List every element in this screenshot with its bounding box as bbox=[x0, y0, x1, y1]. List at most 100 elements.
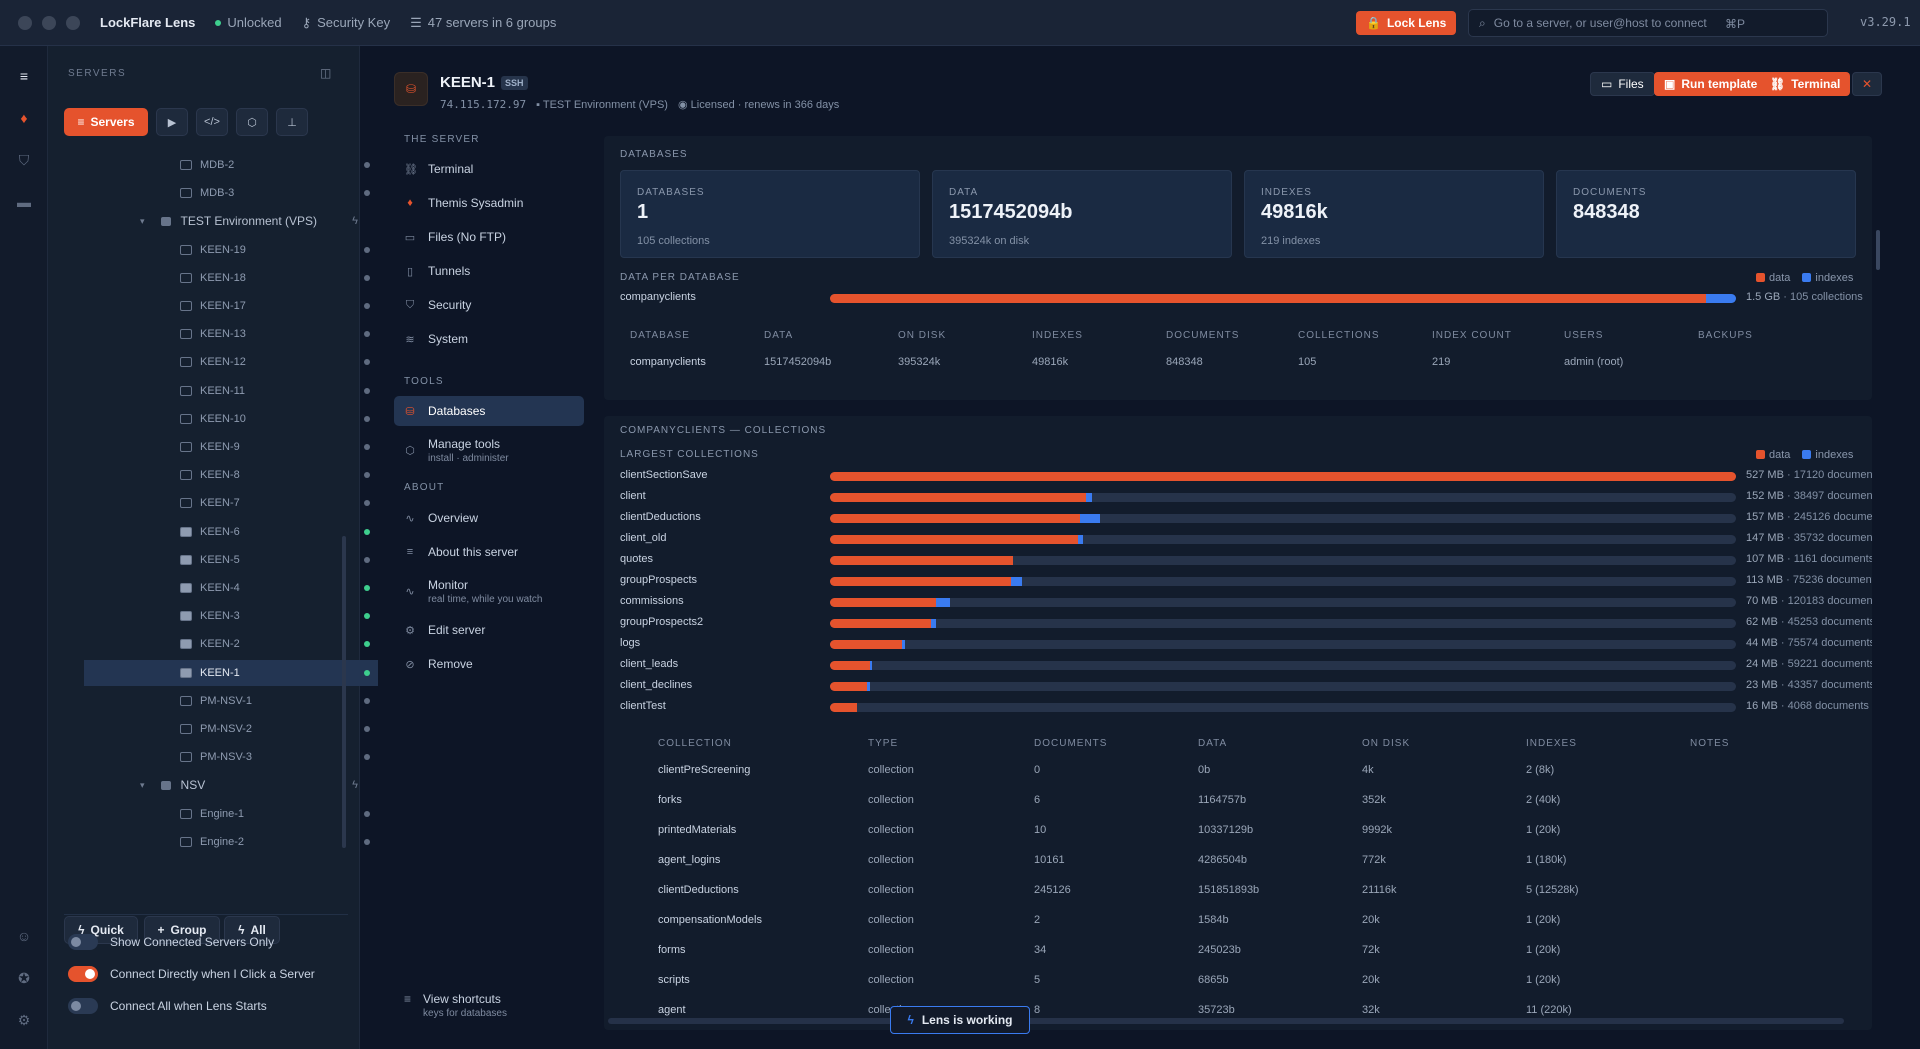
collection-table-cell[interactable]: clientPreScreening bbox=[658, 764, 751, 776]
bolt-icon[interactable]: ϟ bbox=[352, 215, 358, 228]
nav-tunnels[interactable]: ▯ Tunnels bbox=[394, 256, 584, 286]
db-table-header[interactable]: BACKUPS bbox=[1698, 330, 1753, 341]
server-item[interactable]: Engine-2 bbox=[84, 829, 378, 855]
close-server-button[interactable]: ✕ bbox=[1852, 72, 1882, 96]
collection-table-cell[interactable]: agent bbox=[658, 1004, 686, 1016]
server-item[interactable]: KEEN-6 bbox=[84, 519, 378, 545]
collapse-sidebar-icon[interactable]: ◫ bbox=[320, 66, 332, 80]
server-item[interactable]: KEEN-4 bbox=[84, 575, 378, 601]
server-item[interactable]: KEEN-12 bbox=[84, 349, 378, 375]
server-item[interactable]: KEEN-18 bbox=[84, 265, 378, 291]
play-button[interactable]: ▶ bbox=[156, 108, 188, 136]
server-item[interactable]: KEEN-13 bbox=[84, 321, 378, 347]
bar-row[interactable]: clientDeductions 157 MB · 245126 document… bbox=[620, 510, 1872, 526]
server-item[interactable]: KEEN-9 bbox=[84, 434, 378, 460]
collection-table-header[interactable]: TYPE bbox=[868, 738, 899, 749]
collection-table-cell[interactable]: scripts bbox=[658, 974, 690, 986]
nav-terminal[interactable]: ⛓ Terminal bbox=[394, 154, 584, 184]
server-search-input[interactable] bbox=[1493, 16, 1817, 30]
bar-row[interactable]: logs 44 MB · 75574 documents bbox=[620, 636, 1872, 652]
toggle-switch[interactable] bbox=[68, 998, 98, 1014]
collection-table-cell[interactable]: forms bbox=[658, 944, 686, 956]
terminal-button[interactable]: ⛓ Terminal bbox=[1760, 72, 1851, 96]
chevron-down-icon[interactable]: ▾ bbox=[140, 215, 145, 226]
add-group-button[interactable]: + Group bbox=[144, 916, 220, 944]
server-item[interactable]: KEEN-5 bbox=[84, 547, 378, 573]
bar-row[interactable]: client_leads 24 MB · 59221 documents bbox=[620, 657, 1872, 673]
db-table-header[interactable]: DOCUMENTS bbox=[1166, 330, 1240, 341]
bar-row[interactable]: client_old 147 MB · 35732 documents bbox=[620, 531, 1872, 547]
code-button[interactable]: </> bbox=[196, 108, 228, 136]
toggle-row[interactable]: Connect All when Lens Starts bbox=[68, 998, 267, 1014]
db-table-header[interactable]: USERS bbox=[1564, 330, 1604, 341]
horizontal-scrollbar[interactable] bbox=[608, 1018, 1844, 1024]
server-item[interactable]: KEEN-3 bbox=[84, 603, 378, 629]
nav-manage-tools[interactable]: ⬡ Manage tools install · administer bbox=[394, 430, 584, 470]
nav-overview[interactable]: ∿ Overview bbox=[394, 503, 584, 533]
server-item[interactable]: PM-NSV-1 bbox=[84, 688, 378, 714]
settings-gear-icon[interactable]: ⚙ bbox=[17, 1011, 31, 1028]
bar-row[interactable]: companyclients 1.5 GB · 105 collections bbox=[620, 290, 1870, 306]
nav-remove[interactable]: ⊘ Remove bbox=[394, 649, 584, 679]
collection-table-cell[interactable]: agent_logins bbox=[658, 854, 721, 866]
server-item[interactable]: KEEN-11 bbox=[84, 378, 378, 404]
folder-rail-icon[interactable]: ▬ bbox=[17, 194, 31, 210]
db-table-cell[interactable]: companyclients bbox=[630, 356, 706, 368]
minimize-window-button[interactable] bbox=[42, 15, 56, 30]
bar-row[interactable]: clientSectionSave 527 MB · 17120 document… bbox=[620, 468, 1872, 484]
bolt-icon[interactable]: ϟ bbox=[352, 779, 358, 792]
package-button[interactable]: ⬡ bbox=[236, 108, 268, 136]
files-button[interactable]: ▭ Files bbox=[1590, 72, 1655, 96]
security-key[interactable]: ⚷ Security Key bbox=[302, 15, 391, 31]
bar-row[interactable]: groupProspects2 62 MB · 45253 documents bbox=[620, 615, 1872, 631]
server-item[interactable]: PM-NSV-2 bbox=[84, 716, 378, 742]
server-item[interactable]: Engine-1 bbox=[84, 801, 378, 827]
run-template-button[interactable]: ▣ Run template bbox=[1654, 72, 1768, 96]
shield-rail-icon[interactable]: ⛉ bbox=[18, 151, 30, 168]
sidebar-scrollbar[interactable] bbox=[342, 536, 346, 848]
server-group[interactable]: ▾ TEST Environment (VPS) ϟ bbox=[84, 208, 378, 234]
collection-table-header[interactable]: ON DISK bbox=[1362, 738, 1411, 749]
collection-table-cell[interactable]: forks bbox=[658, 794, 682, 806]
chevron-down-icon[interactable]: ▾ bbox=[140, 779, 145, 790]
db-table-header[interactable]: ON DISK bbox=[898, 330, 947, 341]
server-item[interactable]: MDB-3 bbox=[84, 180, 378, 206]
db-table-header[interactable]: DATA bbox=[764, 330, 794, 341]
server-item[interactable]: PM-NSV-3 bbox=[84, 744, 378, 770]
nav-about-server[interactable]: ≡ About this server bbox=[394, 537, 584, 567]
db-table-header[interactable]: INDEXES bbox=[1032, 330, 1083, 341]
server-item[interactable]: KEEN-8 bbox=[84, 462, 378, 488]
collection-table-cell[interactable]: compensationModels bbox=[658, 914, 762, 926]
nav-system[interactable]: ≋ System bbox=[394, 324, 584, 354]
nav-security[interactable]: ⛉ Security bbox=[394, 290, 584, 320]
flame-rail-icon[interactable]: ♦ bbox=[20, 110, 28, 126]
collection-table-cell[interactable]: clientDeductions bbox=[658, 884, 739, 896]
server-item[interactable]: KEEN-7 bbox=[84, 490, 378, 516]
server-item[interactable]: KEEN-17 bbox=[84, 293, 378, 319]
collection-table-header[interactable]: INDEXES bbox=[1526, 738, 1577, 749]
toggle-row[interactable]: Show Connected Servers Only bbox=[68, 934, 274, 950]
network-button[interactable]: ⊥ bbox=[276, 108, 308, 136]
collection-table-header[interactable]: NOTES bbox=[1690, 738, 1730, 749]
collection-table-header[interactable]: COLLECTION bbox=[658, 738, 732, 749]
nav-databases[interactable]: ⛁ Databases bbox=[394, 396, 584, 426]
close-window-button[interactable] bbox=[18, 15, 32, 30]
server-item[interactable]: KEEN-19 bbox=[84, 237, 378, 263]
db-table-header[interactable]: DATABASE bbox=[630, 330, 690, 341]
servers-tab-button[interactable]: ≡ Servers bbox=[64, 108, 148, 136]
bar-row[interactable]: quotes 107 MB · 1161 documents bbox=[620, 552, 1872, 568]
nav-monitor[interactable]: ∿ Monitor real time, while you watch bbox=[394, 571, 584, 611]
bar-row[interactable]: client 152 MB · 38497 documents bbox=[620, 489, 1872, 505]
toggle-switch[interactable] bbox=[68, 966, 98, 982]
bar-row[interactable]: clientTest 16 MB · 4068 documents bbox=[620, 699, 1870, 715]
connect-all-button[interactable]: ϟ All bbox=[224, 916, 280, 944]
toggle-row[interactable]: Connect Directly when I Click a Server bbox=[68, 966, 315, 982]
server-item[interactable]: KEEN-2 bbox=[84, 631, 378, 657]
server-item[interactable]: KEEN-1 bbox=[84, 659, 378, 686]
collection-table-header[interactable]: DOCUMENTS bbox=[1034, 738, 1108, 749]
nav-themis[interactable]: ♦ Themis Sysadmin bbox=[394, 188, 584, 218]
bar-row[interactable]: groupProspects 113 MB · 75236 documents bbox=[620, 573, 1872, 589]
lock-lens-button[interactable]: 🔒 Lock Lens bbox=[1356, 11, 1457, 35]
view-shortcuts[interactable]: ≡ View shortcuts keys for databases bbox=[394, 992, 507, 1019]
badge-rail-icon[interactable]: ✪ bbox=[18, 969, 30, 986]
